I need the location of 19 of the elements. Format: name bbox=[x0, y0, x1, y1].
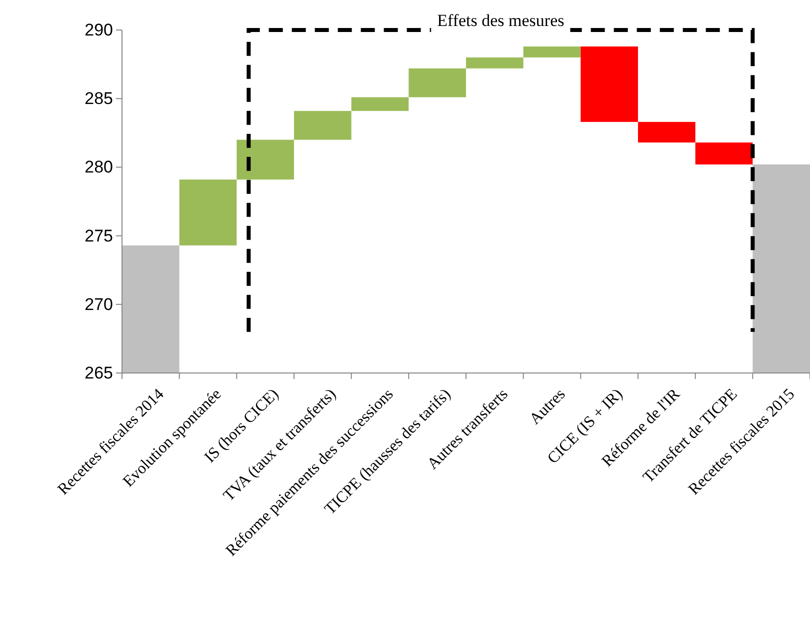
bar bbox=[408, 68, 466, 98]
bar bbox=[294, 110, 352, 140]
bar bbox=[122, 245, 180, 373]
bar bbox=[580, 46, 638, 122]
bar bbox=[236, 140, 294, 180]
y-tick-label: 290 bbox=[84, 20, 113, 40]
bar bbox=[523, 46, 581, 58]
bar bbox=[179, 180, 237, 246]
y-tick-label: 265 bbox=[84, 363, 113, 382]
bar bbox=[466, 57, 524, 68]
y-tick-label: 285 bbox=[84, 89, 113, 108]
bar bbox=[695, 142, 753, 164]
bar bbox=[351, 97, 409, 111]
y-tick-label: 275 bbox=[84, 226, 113, 246]
y-tick-label: 280 bbox=[84, 158, 113, 177]
bar bbox=[752, 164, 810, 373]
bar bbox=[638, 122, 696, 143]
annotation: Effets des mesures bbox=[437, 11, 564, 30]
y-tick-label: 270 bbox=[84, 294, 113, 314]
